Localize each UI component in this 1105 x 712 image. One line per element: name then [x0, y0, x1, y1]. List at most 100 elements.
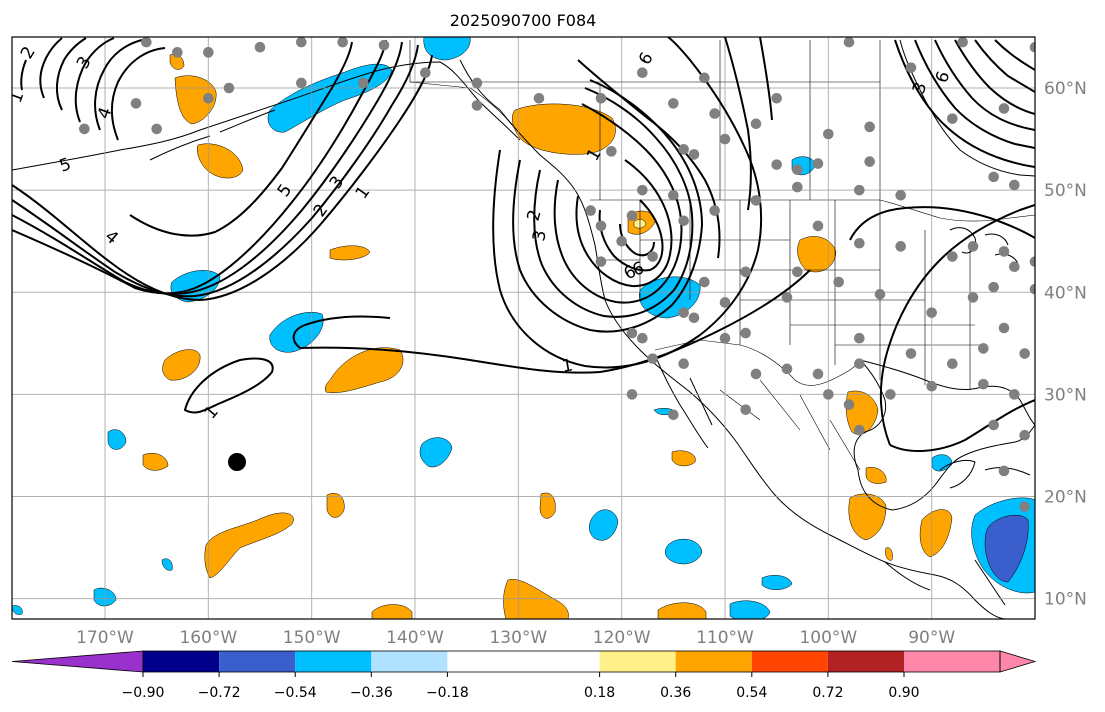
station-marker	[792, 164, 803, 176]
contour-line	[598, 199, 664, 272]
anomaly-positive-area	[371, 604, 413, 619]
contour-line	[849, 206, 1035, 241]
colorbar-bin	[371, 651, 448, 672]
contour-line	[894, 39, 1035, 168]
station-marker	[595, 92, 607, 104]
contour-line	[20, 59, 27, 91]
station-marker	[296, 37, 307, 48]
longitude-label: 160°W	[179, 628, 237, 648]
station-marker	[895, 189, 906, 201]
colorbar-bin	[219, 651, 296, 672]
station-marker	[1019, 501, 1030, 512]
station-markers	[79, 37, 1035, 512]
station-marker	[420, 67, 431, 79]
yucatan-coastline	[939, 459, 976, 489]
station-marker	[998, 103, 1010, 114]
contour-line	[492, 37, 763, 369]
longitude-label: 130°W	[489, 628, 547, 648]
contour-label: 1	[560, 355, 574, 377]
colorbar-tick-label: −0.90	[122, 685, 165, 701]
station-marker	[606, 146, 617, 157]
alaska-peninsula-coastline	[149, 109, 276, 161]
station-marker	[668, 98, 679, 109]
station-marker	[792, 181, 803, 193]
colorbar-tick-label: 0.54	[736, 685, 767, 701]
station-marker	[750, 118, 762, 130]
contour-label: 3	[529, 229, 551, 243]
station-marker	[296, 77, 307, 89]
contour-line	[724, 37, 752, 211]
longitude-label: 100°W	[799, 628, 857, 648]
latitude-label: 40°N	[1044, 283, 1087, 303]
station-marker	[1029, 256, 1035, 267]
station-marker	[947, 113, 958, 124]
station-marker	[616, 235, 627, 247]
station-marker	[812, 368, 824, 380]
station-marker	[864, 121, 875, 133]
colorbar-tick-label: −0.18	[426, 685, 469, 701]
colorbar-outline	[142, 650, 1001, 673]
station-marker	[988, 419, 999, 431]
contour-line	[183, 357, 274, 414]
latitude-label: 10°N	[1044, 590, 1087, 610]
station-marker	[988, 171, 999, 183]
contour-line	[759, 37, 773, 121]
contour-line	[934, 39, 1035, 131]
anomaly-positive-area	[848, 493, 887, 541]
station-marker	[854, 332, 865, 344]
station-marker	[978, 343, 989, 354]
station-marker	[595, 256, 607, 267]
station-marker	[823, 128, 834, 140]
anomaly-strong-negative-area	[984, 514, 1029, 583]
station-marker	[688, 149, 700, 160]
latitude-labels: 60°N 50°N 40°N 30°N 20°N 10°N	[1044, 79, 1087, 610]
station-marker	[988, 281, 999, 293]
colorbar-lower-extension	[11, 650, 144, 673]
contour-line	[889, 399, 1035, 452]
contour-line	[879, 204, 1035, 446]
station-marker	[533, 92, 545, 104]
station-marker	[957, 37, 968, 48]
colorbar-bin	[904, 651, 1000, 672]
station-marker	[647, 353, 658, 364]
chart-title: 2025090700 F084	[450, 11, 597, 30]
anomaly-positive-area	[671, 450, 696, 467]
anomaly-positive-area	[919, 509, 953, 558]
anomaly-positive-area	[326, 493, 345, 518]
baja-california-coastline	[654, 354, 713, 449]
station-marker	[637, 184, 648, 196]
contour-line	[12, 39, 387, 295]
station-marker	[812, 158, 824, 169]
station-marker	[885, 389, 896, 400]
station-marker	[172, 47, 183, 58]
contour-line	[575, 159, 673, 288]
anomaly-negative-area	[589, 509, 619, 541]
station-marker	[926, 380, 937, 392]
station-marker	[130, 98, 142, 109]
station-marker	[771, 159, 782, 170]
station-marker	[1019, 348, 1030, 359]
anomaly-negative-area	[729, 600, 771, 619]
contour-line	[56, 37, 87, 111]
station-marker	[864, 156, 875, 167]
station-marker	[678, 215, 689, 227]
longitude-label: 150°W	[283, 628, 341, 648]
station-marker	[719, 332, 731, 344]
latitude-label: 30°N	[1044, 385, 1087, 405]
station-marker	[740, 266, 751, 278]
latitude-label: 60°N	[1044, 79, 1087, 99]
anomaly-positive-area	[142, 452, 169, 471]
anomaly-negative-area	[761, 575, 793, 590]
contour-line	[12, 41, 403, 295]
anomaly-negative-area	[423, 37, 471, 61]
station-marker	[905, 348, 917, 359]
highlighted-location-marker	[228, 453, 246, 471]
station-marker	[471, 77, 483, 89]
central-america-coastline	[884, 559, 1006, 606]
station-marker	[874, 289, 886, 300]
contour-line	[292, 315, 391, 349]
station-marker	[1029, 283, 1035, 295]
colorbar	[11, 650, 1037, 673]
anomaly-positive-area	[512, 103, 616, 155]
station-marker	[203, 47, 214, 58]
